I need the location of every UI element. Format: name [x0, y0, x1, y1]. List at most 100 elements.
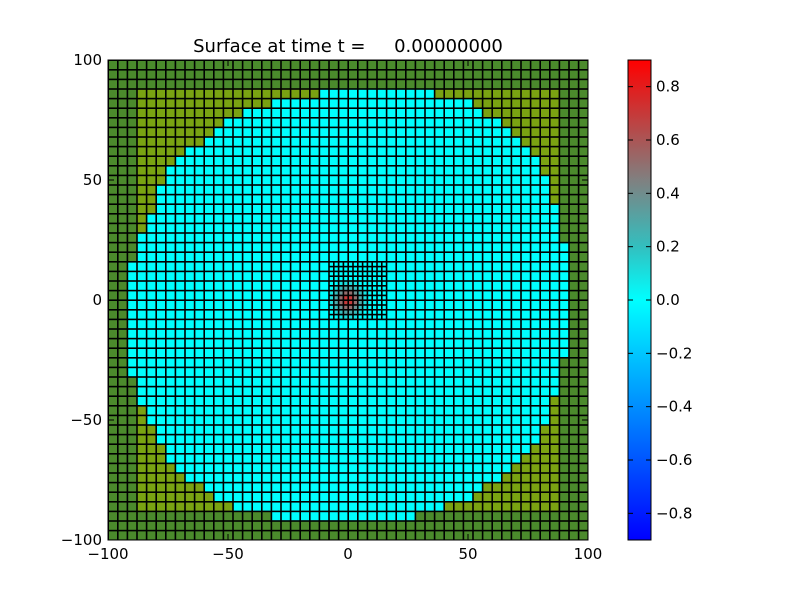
grid-cell — [176, 176, 185, 185]
grid-cell — [406, 301, 415, 309]
grid-cell — [368, 502, 377, 511]
grid-cell — [109, 253, 117, 261]
grid-cell — [118, 166, 127, 175]
grid-cell — [109, 262, 117, 271]
grid-cell — [425, 397, 434, 405]
grid-cell — [109, 397, 117, 405]
grid-cell — [560, 377, 569, 386]
grid-cell — [339, 195, 348, 204]
grid-cell — [118, 214, 127, 223]
grid-cell — [253, 349, 261, 357]
grid-cell — [301, 521, 309, 530]
grid-cell — [445, 281, 453, 290]
grid-cell — [349, 109, 357, 117]
grid-cell — [435, 320, 444, 329]
grid-cell — [301, 233, 309, 242]
grid-cell — [483, 214, 492, 223]
grid-cell — [224, 118, 233, 127]
grid-cell — [176, 61, 185, 69]
grid-cell — [147, 157, 156, 165]
fine-grid-cell — [353, 301, 357, 305]
grid-cell — [214, 89, 223, 98]
grid-cell — [454, 531, 463, 540]
grid-cell — [339, 61, 348, 69]
grid-cell — [243, 147, 252, 156]
grid-cell — [320, 349, 329, 357]
grid-cell — [416, 339, 425, 348]
grid-cell — [262, 464, 271, 473]
grid-cell — [502, 301, 511, 309]
grid-cell — [137, 262, 146, 271]
grid-cell — [214, 493, 223, 501]
grid-cell — [579, 377, 588, 386]
grid-cell — [176, 435, 185, 444]
grid-cell — [310, 205, 319, 213]
grid-cell — [310, 320, 319, 329]
fine-grid-cell — [377, 281, 381, 285]
grid-cell — [416, 185, 425, 194]
grid-cell — [445, 137, 453, 146]
fine-grid-cell — [344, 286, 348, 290]
grid-cell — [301, 272, 309, 281]
grid-cell — [473, 205, 482, 213]
grid-cell — [464, 310, 473, 319]
grid-cell — [377, 195, 386, 204]
grid-cell — [214, 272, 223, 281]
grid-cell — [233, 61, 242, 69]
grid-cell — [358, 99, 367, 108]
grid-cell — [157, 531, 165, 540]
grid-cell — [502, 109, 511, 117]
grid-cell — [109, 406, 117, 415]
grid-cell — [464, 291, 473, 300]
grid-cell — [368, 521, 377, 530]
grid-cell — [454, 329, 463, 338]
grid-cell — [358, 243, 367, 252]
grid-cell — [406, 89, 415, 98]
grid-cell — [253, 185, 261, 194]
grid-cell — [272, 368, 281, 377]
grid-cell — [176, 118, 185, 127]
grid-cell — [262, 224, 271, 233]
grid-cell — [521, 329, 530, 338]
grid-cell — [214, 368, 223, 377]
grid-cell — [329, 454, 338, 463]
grid-cell — [233, 157, 242, 165]
grid-cell — [147, 128, 156, 137]
grid-cell — [550, 416, 559, 425]
grid-cell — [157, 454, 165, 463]
grid-cell — [349, 416, 357, 425]
colorbar-tick-label: 0.4 — [656, 184, 680, 202]
grid-cell — [109, 512, 117, 521]
fine-grid-cell — [344, 291, 348, 295]
grid-cell — [128, 435, 137, 444]
grid-cell — [310, 301, 319, 309]
grid-cell — [243, 358, 252, 367]
grid-cell — [166, 377, 175, 386]
grid-cell — [377, 233, 386, 242]
chart-title: Surface at time t = 0.00000000 — [193, 36, 503, 57]
fine-grid-cell — [368, 296, 372, 300]
grid-cell — [281, 243, 290, 252]
grid-cell — [301, 291, 309, 300]
grid-cell — [262, 416, 271, 425]
grid-cell — [147, 89, 156, 98]
grid-cell — [281, 147, 290, 156]
fine-grid-cell — [377, 262, 381, 266]
grid-cell — [387, 233, 396, 242]
grid-cell — [137, 185, 146, 194]
grid-cell — [118, 377, 127, 386]
grid-cell — [425, 233, 434, 242]
grid-cell — [435, 137, 444, 146]
grid-cell — [291, 368, 300, 377]
grid-cell — [502, 99, 511, 108]
grid-cell — [425, 147, 434, 156]
grid-cell — [550, 445, 559, 453]
grid-cell — [445, 253, 453, 261]
grid-cell — [137, 512, 146, 521]
grid-cell — [109, 281, 117, 290]
grid-cell — [425, 99, 434, 108]
grid-cell — [157, 310, 165, 319]
grid-cell — [185, 435, 194, 444]
grid-cell — [272, 253, 281, 261]
